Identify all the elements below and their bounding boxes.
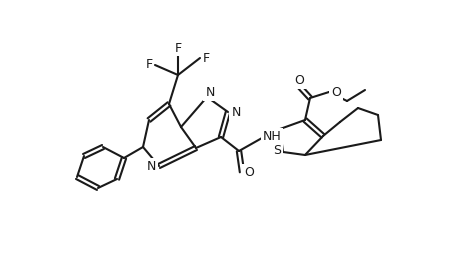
Text: O: O <box>244 165 254 178</box>
Text: F: F <box>145 59 153 71</box>
Text: F: F <box>202 51 210 65</box>
Text: O: O <box>294 74 304 88</box>
Text: NH: NH <box>263 130 281 143</box>
Text: N: N <box>231 105 241 119</box>
Text: N: N <box>146 159 156 173</box>
Text: S: S <box>273 144 281 156</box>
Text: N: N <box>205 87 215 100</box>
Text: O: O <box>331 86 341 99</box>
Text: F: F <box>174 41 182 55</box>
